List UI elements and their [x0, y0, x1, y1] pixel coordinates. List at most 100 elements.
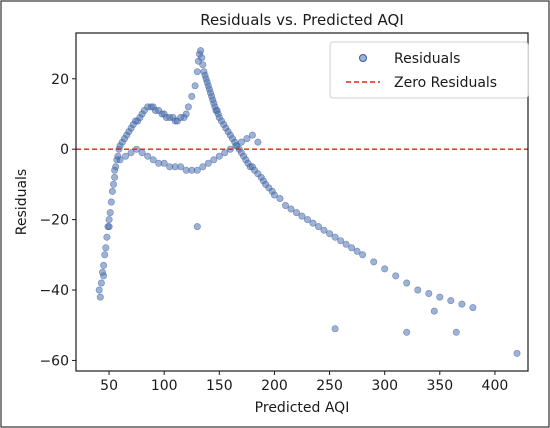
- data-point: [111, 173, 119, 181]
- data-point: [210, 156, 218, 164]
- data-point: [106, 209, 114, 217]
- legend: Residuals Zero Residuals: [329, 41, 529, 99]
- legend-label-zero-residuals: Zero Residuals: [394, 75, 497, 91]
- data-point: [108, 187, 116, 195]
- data-point: [359, 251, 367, 259]
- data-point: [122, 152, 130, 160]
- x-tick-label: 50: [100, 378, 118, 394]
- data-point: [309, 219, 317, 227]
- data-point: [111, 166, 119, 174]
- scatter-points: [95, 47, 521, 357]
- data-point: [452, 328, 460, 336]
- data-point: [436, 293, 444, 301]
- x-tick-label: 250: [316, 378, 343, 394]
- data-point: [370, 258, 378, 266]
- data-point: [292, 209, 300, 217]
- data-point: [191, 82, 199, 90]
- y-tick-label: 20: [51, 72, 69, 88]
- data-point: [331, 233, 339, 241]
- y-tick-label: −20: [39, 213, 69, 229]
- data-point: [447, 297, 455, 305]
- data-point: [298, 212, 306, 220]
- data-point: [254, 138, 262, 146]
- x-tick-label: 400: [482, 378, 509, 394]
- data-point: [149, 156, 157, 164]
- data-point: [105, 223, 113, 231]
- data-point: [96, 293, 104, 301]
- x-tick-label: 350: [426, 378, 453, 394]
- data-point: [513, 349, 521, 357]
- data-point: [102, 244, 110, 252]
- data-point: [287, 205, 295, 213]
- x-axis-ticks: 50 100 150 200 250 300 350 400: [100, 371, 508, 394]
- data-point: [326, 230, 334, 238]
- data-point: [138, 149, 146, 157]
- y-axis-ticks: −60 −40 −20 0 20: [39, 72, 76, 369]
- plot-area: [75, 32, 529, 372]
- y-tick-label: −60: [39, 353, 69, 369]
- y-axis-label: Residuals: [14, 169, 30, 235]
- legend-marker-residuals: [359, 54, 367, 62]
- data-point: [425, 289, 433, 297]
- data-point: [116, 156, 124, 164]
- data-point: [182, 110, 190, 118]
- y-tick-label: −40: [39, 283, 69, 299]
- data-point: [193, 68, 201, 76]
- data-point: [414, 286, 422, 294]
- data-point: [348, 244, 356, 252]
- data-point: [276, 195, 284, 203]
- data-point: [337, 237, 345, 245]
- data-point: [458, 300, 466, 308]
- data-point: [331, 325, 339, 333]
- data-point: [281, 202, 289, 210]
- data-point: [199, 163, 207, 171]
- data-point: [381, 265, 389, 273]
- data-point: [100, 272, 108, 280]
- data-point: [342, 240, 350, 248]
- data-point: [353, 247, 361, 255]
- data-point: [144, 152, 152, 160]
- data-point: [95, 286, 103, 294]
- data-point: [403, 279, 411, 287]
- legend-box: [329, 41, 529, 99]
- data-point: [110, 180, 118, 188]
- data-point: [105, 216, 113, 224]
- data-point: [107, 198, 115, 206]
- data-point: [248, 131, 256, 139]
- data-point: [197, 47, 205, 55]
- data-point: [237, 138, 245, 146]
- data-point: [160, 159, 168, 167]
- data-point: [127, 149, 135, 157]
- data-point: [193, 166, 201, 174]
- data-point: [100, 261, 108, 269]
- legend-label-residuals: Residuals: [394, 51, 460, 67]
- data-point: [97, 279, 105, 287]
- data-point: [215, 152, 223, 160]
- data-point: [188, 92, 196, 100]
- x-tick-label: 200: [261, 378, 288, 394]
- data-point: [198, 54, 206, 62]
- data-point: [204, 159, 212, 167]
- data-point: [193, 223, 201, 231]
- data-point: [403, 328, 411, 336]
- chart-title: Residuals vs. Predicted AQI: [200, 11, 404, 29]
- data-point: [199, 61, 207, 69]
- data-point: [184, 103, 192, 111]
- x-tick-label: 100: [151, 378, 178, 394]
- data-point: [270, 191, 278, 199]
- x-tick-label: 150: [206, 378, 233, 394]
- data-point: [101, 251, 109, 259]
- data-point: [243, 135, 251, 143]
- x-tick-label: 300: [371, 378, 398, 394]
- data-point: [232, 142, 240, 150]
- data-point: [469, 304, 477, 312]
- y-tick-label: 0: [60, 142, 69, 158]
- x-axis-label: Predicted AQI: [255, 400, 350, 416]
- data-point: [314, 223, 322, 231]
- data-point: [320, 226, 328, 234]
- data-point: [103, 233, 111, 241]
- data-point: [392, 272, 400, 280]
- data-point: [177, 163, 185, 171]
- axes-frame: [75, 32, 529, 372]
